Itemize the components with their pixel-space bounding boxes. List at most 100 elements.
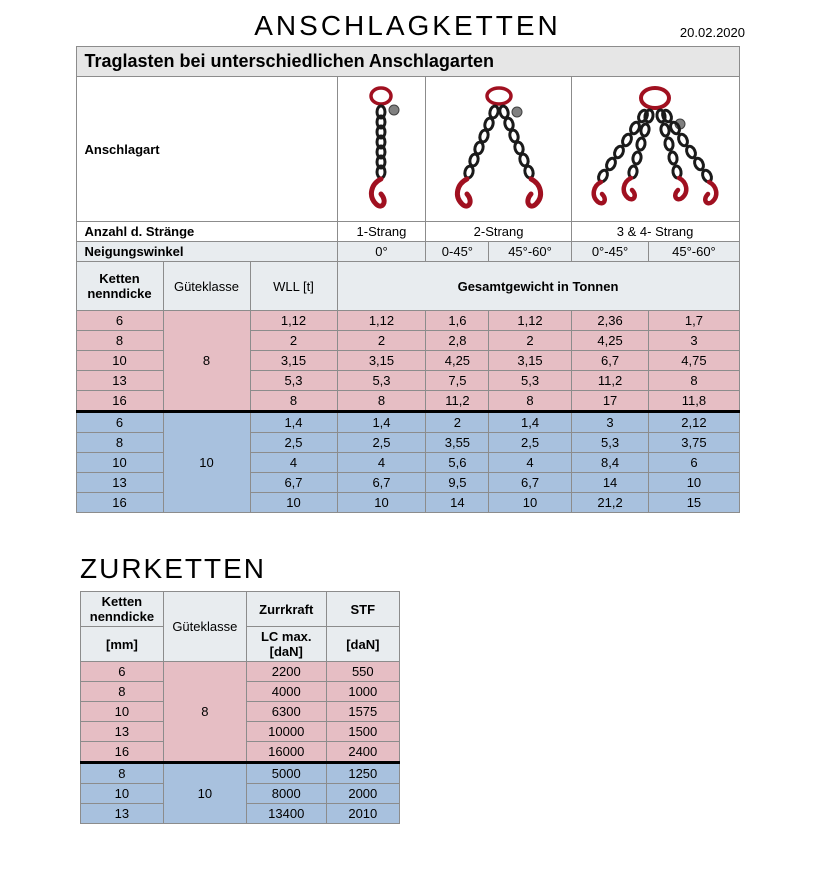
- cell-value: 9,5: [426, 473, 489, 493]
- hdr2-guete: Güteklasse: [163, 592, 246, 662]
- cell-value: 8: [250, 391, 337, 412]
- chain-1-strand-icon: [337, 77, 426, 222]
- cell-value: 5,6: [426, 453, 489, 473]
- cell-klasse: 8: [163, 662, 246, 763]
- cell-value: 14: [571, 473, 649, 493]
- cell-diameter: 6: [81, 662, 164, 682]
- hdr2-lcmax: LC max. [daN]: [246, 627, 326, 662]
- cell-value: 6,7: [337, 473, 426, 493]
- cell-value: 7,5: [426, 371, 489, 391]
- cell-stf: 1575: [326, 702, 399, 722]
- cell-value: 3: [571, 412, 649, 433]
- hdr-gesamt: Gesamtgewicht in Tonnen: [337, 262, 739, 311]
- cell-lc: 6300: [246, 702, 326, 722]
- cell-value: 3,15: [337, 351, 426, 371]
- page: ANSCHLAGKETTEN 20.02.2020 Traglasten bei…: [10, 10, 805, 824]
- cell-value: 4: [489, 453, 571, 473]
- subtitle-row: Traglasten bei unterschiedlichen Anschla…: [76, 47, 739, 77]
- cell-value: 3: [649, 331, 739, 351]
- cell-value: 3,15: [489, 351, 571, 371]
- cell-value: 1,12: [337, 311, 426, 331]
- table-row: 682200550: [81, 662, 400, 682]
- hdr-guete: Güteklasse: [163, 262, 250, 311]
- cell-value: 15: [649, 493, 739, 513]
- val-1strang: 1-Strang: [337, 222, 426, 242]
- angle-0: 0°: [337, 242, 426, 262]
- cell-lc: 13400: [246, 804, 326, 824]
- cell-diameter: 13: [76, 473, 163, 493]
- cell-value: 1,4: [489, 412, 571, 433]
- cell-value: 21,2: [571, 493, 649, 513]
- cell-value: 2: [489, 331, 571, 351]
- cell-diameter: 16: [76, 493, 163, 513]
- cell-diameter: 10: [81, 702, 164, 722]
- cell-stf: 2000: [326, 784, 399, 804]
- cell-stf: 550: [326, 662, 399, 682]
- cell-stf: 2010: [326, 804, 399, 824]
- cell-value: 4,75: [649, 351, 739, 371]
- cell-value: 1,7: [649, 311, 739, 331]
- val-34strang: 3 & 4- Strang: [571, 222, 739, 242]
- cell-value: 1,6: [426, 311, 489, 331]
- hdr2-dan: [daN]: [326, 627, 399, 662]
- cell-value: 5,3: [571, 433, 649, 453]
- cell-diameter: 13: [81, 804, 164, 824]
- angle-4: 45°-60°: [649, 242, 739, 262]
- cell-value: 5,3: [489, 371, 571, 391]
- chain-4-strand-icon: [571, 77, 739, 222]
- cell-value: 6,7: [250, 473, 337, 493]
- main-title: ANSCHLAGKETTEN: [254, 10, 561, 42]
- cell-value: 11,2: [571, 371, 649, 391]
- cell-value: 10: [250, 493, 337, 513]
- cell-value: 1,4: [337, 412, 426, 433]
- cell-lc: 10000: [246, 722, 326, 742]
- cell-diameter: 8: [81, 682, 164, 702]
- hdr2-stf: STF: [326, 592, 399, 627]
- row-neigung: Neigungswinkel 0° 0-45° 45°-60° 0°-45° 4…: [76, 242, 739, 262]
- angle-3: 0°-45°: [571, 242, 649, 262]
- title-row: ANSCHLAGKETTEN 20.02.2020: [10, 10, 805, 42]
- cell-value: 8: [337, 391, 426, 412]
- cell-lc: 4000: [246, 682, 326, 702]
- title-zurketten: ZURKETTEN: [10, 553, 805, 585]
- cell-value: 17: [571, 391, 649, 412]
- cell-stf: 1250: [326, 763, 399, 784]
- cell-value: 2: [337, 331, 426, 351]
- cell-value: 1,12: [250, 311, 337, 331]
- cell-value: 1,4: [250, 412, 337, 433]
- hdr2-ketten: Ketten nenndicke: [81, 592, 164, 627]
- cell-value: 8: [489, 391, 571, 412]
- cell-lc: 5000: [246, 763, 326, 784]
- hdr2-zurrkraft: Zurrkraft: [246, 592, 326, 627]
- cell-value: 6,7: [571, 351, 649, 371]
- cell-diameter: 13: [76, 371, 163, 391]
- cell-value: 2: [426, 412, 489, 433]
- angle-1: 0-45°: [426, 242, 489, 262]
- cell-value: 2,12: [649, 412, 739, 433]
- row-anzahl: Anzahl d. Stränge 1-Strang 2-Strang 3 & …: [76, 222, 739, 242]
- row-t2-hdr1: Ketten nenndicke Güteklasse Zurrkraft ST…: [81, 592, 400, 627]
- cell-value: 10: [337, 493, 426, 513]
- hdr-ketten: Ketten nenndicke: [76, 262, 163, 311]
- row-colheaders: Ketten nenndicke Güteklasse WLL [t] Gesa…: [76, 262, 739, 311]
- cell-stf: 1500: [326, 722, 399, 742]
- cell-value: 4: [337, 453, 426, 473]
- cell-value: 8: [649, 371, 739, 391]
- cell-value: 14: [426, 493, 489, 513]
- cell-lc: 16000: [246, 742, 326, 763]
- cell-value: 2,5: [250, 433, 337, 453]
- cell-diameter: 10: [81, 784, 164, 804]
- cell-diameter: 8: [76, 331, 163, 351]
- val-2strang: 2-Strang: [426, 222, 571, 242]
- cell-value: 10: [489, 493, 571, 513]
- cell-diameter: 10: [76, 453, 163, 473]
- label-neigung: Neigungswinkel: [76, 242, 337, 262]
- cell-value: 4,25: [571, 331, 649, 351]
- cell-value: 4,25: [426, 351, 489, 371]
- label-anzahl: Anzahl d. Stränge: [76, 222, 337, 242]
- cell-stf: 1000: [326, 682, 399, 702]
- table-zurketten: Ketten nenndicke Güteklasse Zurrkraft ST…: [80, 591, 400, 824]
- cell-value: 5,3: [250, 371, 337, 391]
- cell-value: 11,8: [649, 391, 739, 412]
- cell-value: 2,5: [337, 433, 426, 453]
